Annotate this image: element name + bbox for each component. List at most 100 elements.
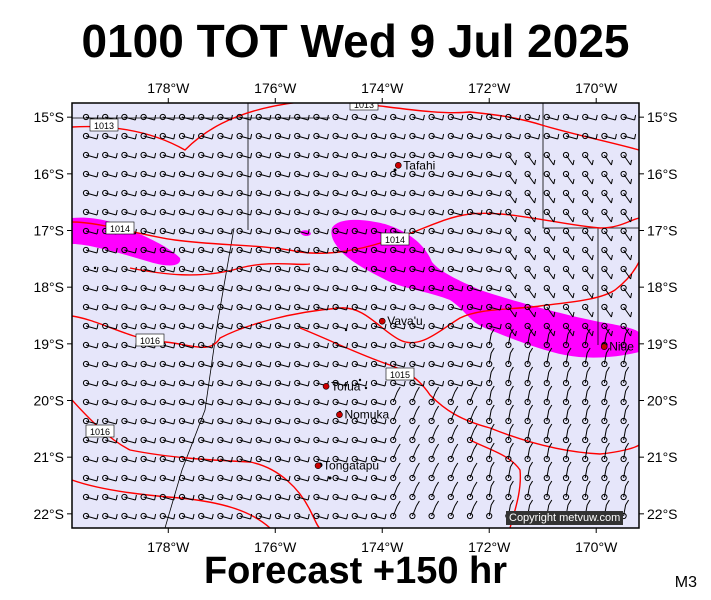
wind-barb (159, 474, 176, 482)
wind-barb (102, 436, 118, 444)
wind-barb (198, 436, 214, 444)
wind-barb (294, 512, 310, 520)
lat-label-left: 21°S (33, 449, 64, 465)
wind-barb (370, 379, 387, 387)
wind-barb (351, 360, 368, 368)
wind-barb (313, 189, 329, 197)
wind-barb (294, 170, 310, 178)
wind-barb (255, 436, 272, 444)
wind-barb (313, 455, 329, 463)
wind-barb (390, 360, 406, 368)
wind-barb (601, 347, 610, 368)
wind-barb (466, 424, 478, 444)
wind-barb (198, 493, 214, 501)
wind-barb (198, 132, 214, 140)
wind-barb (447, 284, 464, 292)
wind-barb (102, 493, 118, 501)
wind-barb (351, 455, 368, 463)
wind-barb (121, 398, 137, 406)
wind-barb (447, 322, 464, 330)
isobar-label: 1013 (89, 118, 119, 132)
wind-barb (428, 379, 445, 387)
place-label: Niue (609, 340, 634, 354)
place-label: Vava'u (387, 314, 422, 328)
wind-barb (255, 360, 272, 368)
wind-barb (486, 113, 502, 121)
wind-barb (505, 189, 517, 204)
wind-barb (236, 455, 253, 463)
wind-barb (274, 360, 291, 368)
wind-barb (140, 284, 157, 292)
wind-barb (82, 379, 99, 387)
wind-barb (217, 284, 233, 292)
isobar-label: 1014 (105, 221, 135, 235)
wind-barb (524, 113, 541, 121)
wind-barb (409, 360, 425, 368)
wind-barb (486, 151, 502, 159)
wind-barb (486, 322, 502, 330)
wind-barb (370, 170, 387, 178)
place-marker: Tafahi (394, 158, 435, 172)
wind-barb (236, 151, 253, 159)
wind-barb (274, 493, 291, 501)
wind-barb (102, 132, 118, 140)
wind-barb (313, 436, 329, 444)
wind-barb (313, 265, 329, 273)
wind-barb (313, 322, 329, 330)
wind-barb (370, 284, 387, 292)
wind-barb (236, 113, 253, 121)
wind-barb (601, 303, 613, 318)
wind-barb (255, 398, 272, 406)
wind-barb (486, 366, 495, 387)
wind-barb (121, 189, 137, 197)
wind-barb (409, 341, 425, 349)
wind-barb (505, 151, 517, 166)
wind-barb (198, 265, 214, 273)
wind-barb (562, 170, 575, 185)
wind-barb (121, 246, 137, 254)
wind-barb (313, 474, 329, 482)
wind-barb (524, 480, 534, 501)
wind-barb (217, 151, 233, 159)
wind-barb (351, 417, 368, 425)
wind-barb (313, 417, 329, 425)
svg-text:1015: 1015 (390, 370, 410, 380)
wind-barb (486, 132, 502, 140)
wind-barb (159, 379, 176, 387)
wind-barb (486, 265, 502, 273)
wind-barb (82, 455, 99, 463)
wind-barb (332, 360, 349, 368)
wind-barb (620, 189, 633, 204)
wind-barb (447, 189, 464, 197)
wind-barb (543, 328, 553, 349)
wind-barb (620, 404, 630, 425)
wind-barb (466, 379, 483, 387)
wind-barb (620, 170, 633, 185)
wind-barb (217, 398, 233, 406)
wind-barb (159, 208, 176, 216)
wind-barb (102, 151, 118, 159)
wind-barb (582, 461, 591, 482)
wind-barb (332, 436, 349, 444)
wind-barb (294, 322, 310, 330)
wind-barb (140, 246, 157, 254)
wind-barb (102, 170, 118, 178)
wind-barb (524, 404, 534, 425)
wind-barb (82, 246, 99, 254)
wind-barb (351, 322, 368, 330)
wind-barb (370, 398, 387, 406)
wind-barb (505, 303, 517, 318)
wind-barb (505, 208, 517, 223)
wind-barb (198, 379, 214, 387)
wind-barb (370, 113, 387, 121)
wind-barb (428, 303, 445, 311)
lat-label-right: 15°S (647, 109, 678, 125)
wind-barb (217, 341, 233, 349)
wind-barb (409, 443, 420, 463)
wind-barb (140, 417, 157, 425)
wind-barb (447, 443, 459, 463)
place-marker: Tofua (322, 379, 361, 393)
wind-barb (486, 480, 495, 501)
wind-barb (409, 246, 425, 254)
wind-barb (582, 423, 591, 444)
